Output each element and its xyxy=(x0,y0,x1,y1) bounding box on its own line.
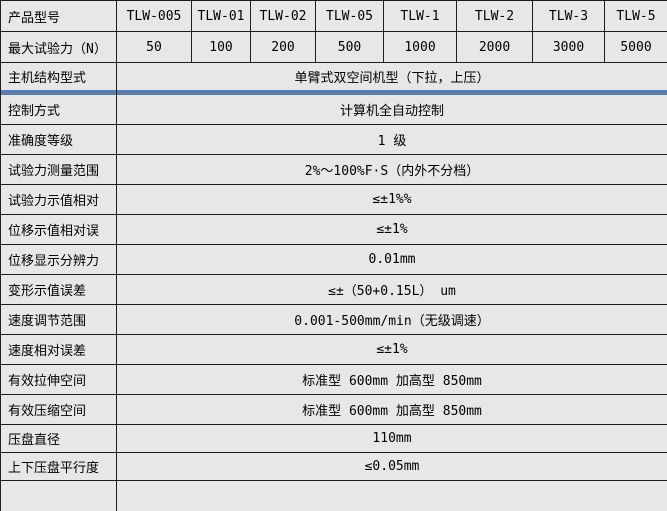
spec-value-cell: 单臂式双空间机型（下拉，上压） xyxy=(117,63,667,90)
spec-value-cell: ≤±1% xyxy=(117,215,667,245)
spec-value-cell: 计算机全自动控制 xyxy=(117,95,667,125)
spec-row: 控制方式 计算机全自动控制 xyxy=(1,95,667,125)
row-label xyxy=(1,481,117,511)
model-cell: TLW-05 xyxy=(316,1,384,32)
row-label: 上下压盘平行度 xyxy=(1,453,117,481)
spec-value-cell: ≤±（50+0.15L） um xyxy=(117,275,667,305)
row-label: 位移显示分辨力 xyxy=(1,245,117,275)
spec-row: 准确度等级 1 级 xyxy=(1,125,667,155)
spec-row: 上下压盘平行度 ≤0.05mm xyxy=(1,453,667,481)
max-force-row: 最大试验力（N） 50 100 200 500 1000 2000 3000 5… xyxy=(1,32,667,63)
clipped-bottom-row xyxy=(1,481,667,511)
row-label: 控制方式 xyxy=(1,95,117,125)
row-label: 最大试验力（N） xyxy=(1,32,117,63)
model-cell: TLW-1 xyxy=(384,1,457,32)
spec-row: 试验力测量范围 2%～100%F·S（内外不分档） xyxy=(1,155,667,185)
spec-row: 有效拉伸空间 标准型 600mm 加高型 850mm xyxy=(1,365,667,395)
spec-value-cell xyxy=(117,481,667,511)
model-cell: TLW-02 xyxy=(251,1,316,32)
row-label: 准确度等级 xyxy=(1,125,117,155)
spec-row: 位移显示分辨力 0.01mm xyxy=(1,245,667,275)
blue-divider-left xyxy=(1,90,117,95)
row-label: 速度相对误差 xyxy=(1,335,117,365)
spec-value-cell: 标准型 600mm 加高型 850mm xyxy=(117,365,667,395)
spec-row: 变形示值误差 ≤±（50+0.15L） um xyxy=(1,275,667,305)
spec-value-cell: 0.001-500mm/min（无级调速） xyxy=(117,305,667,335)
force-value-cell: 1000 xyxy=(384,32,457,63)
spec-value-cell: ≤±1%% xyxy=(117,185,667,215)
spec-row: 试验力示值相对 ≤±1%% xyxy=(1,185,667,215)
force-value-cell: 3000 xyxy=(533,32,605,63)
spec-value-cell: 0.01mm xyxy=(117,245,667,275)
spec-row: 速度调节范围 0.001-500mm/min（无级调速） xyxy=(1,305,667,335)
spec-value-cell: 标准型 600mm 加高型 850mm xyxy=(117,395,667,425)
row-label: 压盘直径 xyxy=(1,425,117,453)
blue-divider-right xyxy=(117,90,667,95)
force-value-cell: 50 xyxy=(117,32,192,63)
model-cell: TLW-005 xyxy=(117,1,192,32)
model-cell: TLW-01 xyxy=(192,1,251,32)
spec-row: 有效压缩空间 标准型 600mm 加高型 850mm xyxy=(1,395,667,425)
spec-row: 压盘直径 110mm xyxy=(1,425,667,453)
spec-value-cell: ≤±1% xyxy=(117,335,667,365)
force-value-cell: 200 xyxy=(251,32,316,63)
row-label: 试验力测量范围 xyxy=(1,155,117,185)
model-cell: TLW-3 xyxy=(533,1,605,32)
model-row: 产品型号 TLW-005 TLW-01 TLW-02 TLW-05 TLW-1 … xyxy=(1,1,667,32)
force-value-cell: 500 xyxy=(316,32,384,63)
row-label: 产品型号 xyxy=(1,1,117,32)
model-cell: TLW-5 xyxy=(605,1,667,32)
spec-value-cell: ≤0.05mm xyxy=(117,453,667,481)
row-label: 位移示值相对误 xyxy=(1,215,117,245)
row-label: 主机结构型式 xyxy=(1,63,117,90)
row-label: 变形示值误差 xyxy=(1,275,117,305)
force-value-cell: 100 xyxy=(192,32,251,63)
spec-value-cell: 2%～100%F·S（内外不分档） xyxy=(117,155,667,185)
row-label: 试验力示值相对 xyxy=(1,185,117,215)
spec-value-cell: 110mm xyxy=(117,425,667,453)
row-label: 有效拉伸空间 xyxy=(1,365,117,395)
spec-value-cell: 1 级 xyxy=(117,125,667,155)
row-label: 有效压缩空间 xyxy=(1,395,117,425)
model-cell: TLW-2 xyxy=(457,1,533,32)
force-value-cell: 2000 xyxy=(457,32,533,63)
spec-row: 位移示值相对误 ≤±1% xyxy=(1,215,667,245)
structure-row: 主机结构型式 单臂式双空间机型（下拉，上压） xyxy=(1,63,667,90)
spec-row: 速度相对误差 ≤±1% xyxy=(1,335,667,365)
blue-divider xyxy=(1,90,667,95)
force-value-cell: 5000 xyxy=(605,32,667,63)
row-label: 速度调节范围 xyxy=(1,305,117,335)
